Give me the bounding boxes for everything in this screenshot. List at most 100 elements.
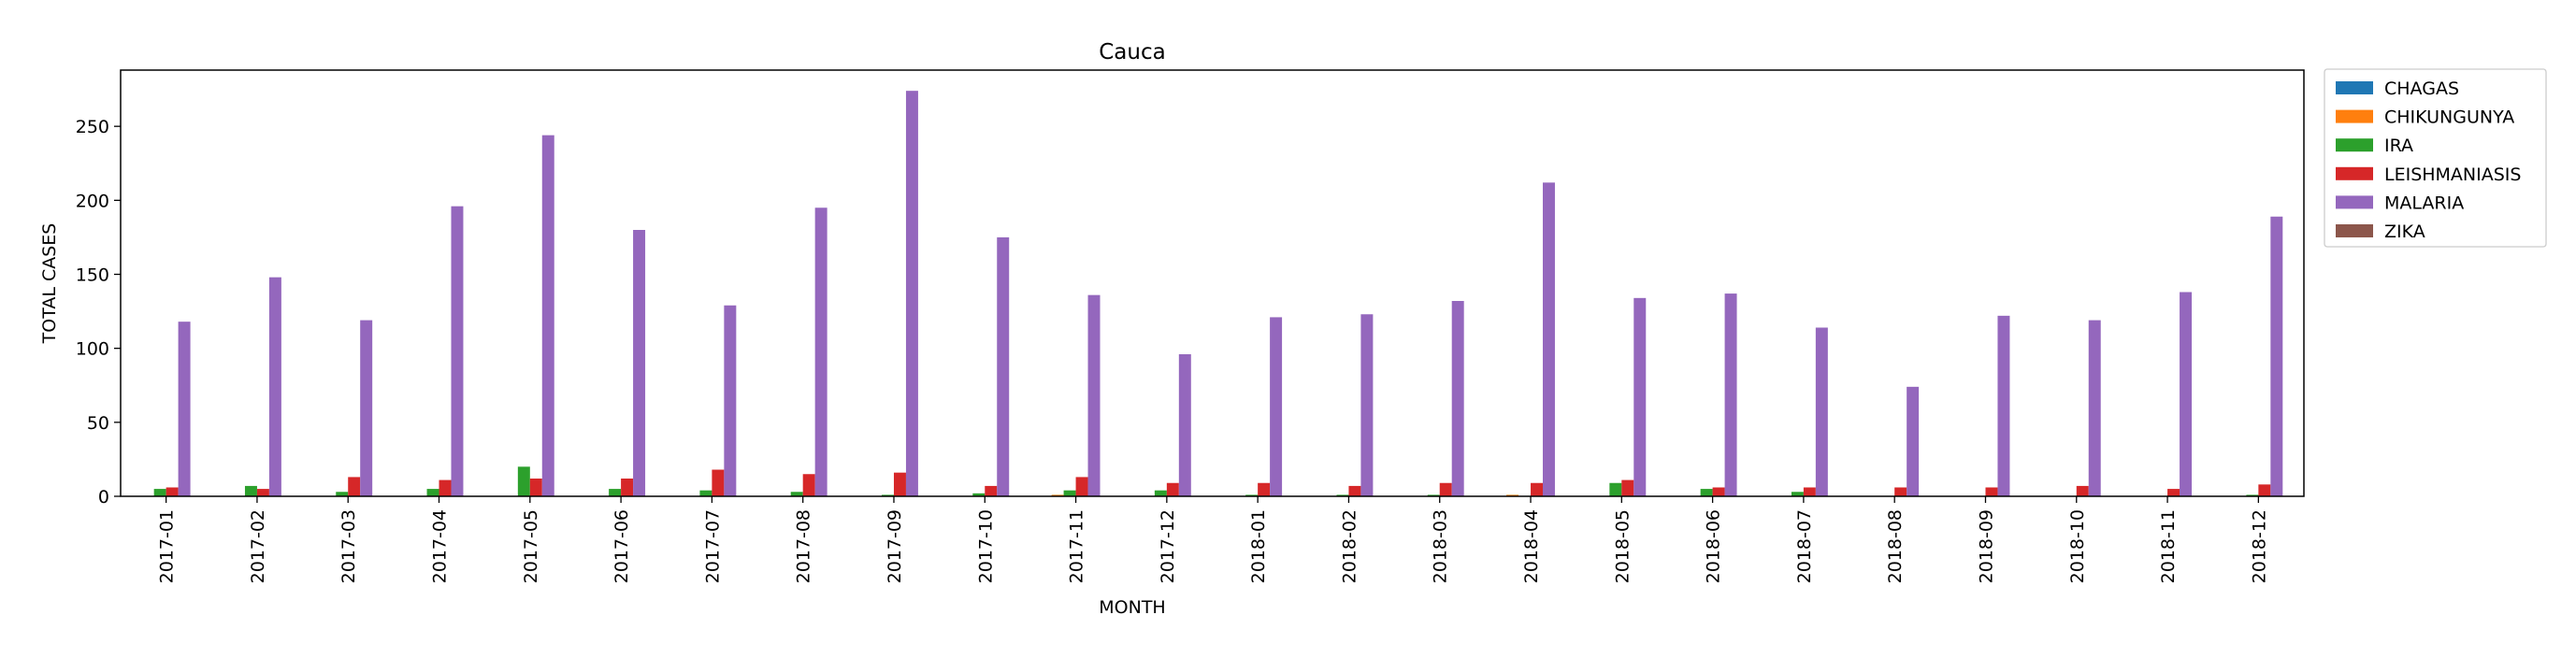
legend-swatch-ira [2336, 138, 2373, 152]
bar-malaria-2018-01 [1270, 317, 1283, 496]
x-axis: 2017-01 2017-02 2017-03 2017-04 2017-05 2017-… [157, 496, 2269, 583]
x-tick-label: 2017-05 [521, 509, 541, 583]
x-tick-label: 2018-03 [1431, 509, 1451, 583]
bar-malaria-2017-08 [814, 207, 827, 496]
bar-ira-2017-01 [153, 489, 166, 496]
x-tick-label: 2018-04 [1521, 509, 1542, 583]
x-tick-label: 2017-06 [612, 509, 632, 583]
bar-ira-2018-01 [1245, 494, 1259, 496]
bar-malaria-2017-09 [905, 91, 918, 497]
bar-leishmaniasis-2017-08 [802, 474, 815, 496]
bar-leishmaniasis-2018-06 [1712, 487, 1725, 496]
bar-chikungunya-2017-11 [1051, 494, 1064, 496]
bar-malaria-2017-01 [178, 322, 191, 496]
bar-ira-2018-05 [1609, 482, 1622, 496]
bar-chikungunya-2018-04 [1506, 494, 1519, 496]
x-tick-label: 2017-11 [1067, 509, 1087, 583]
legend: CHAGAS CHIKUNGUNYA IRA LEISHMANIASIS MALARIA… [2324, 68, 2547, 248]
bar-leishmaniasis-2017-04 [439, 479, 452, 496]
y-tick-label: 250 [76, 117, 109, 137]
x-tick-label: 2018-02 [1339, 509, 1360, 583]
plot-frame [120, 69, 2305, 497]
x-tick-label: 2018-06 [1704, 509, 1724, 583]
bar-malaria-2017-05 [541, 135, 554, 496]
bar-malaria-2018-12 [2270, 216, 2283, 496]
legend-swatch-chikungunya [2336, 109, 2373, 123]
legend-label-chikungunya: CHIKUNGUNYA [2384, 107, 2514, 128]
bar-leishmaniasis-2018-01 [1258, 482, 1271, 496]
bar-leishmaniasis-2018-04 [1531, 482, 1543, 496]
x-tick-label: 2017-08 [794, 509, 814, 583]
x-tick-label: 2018-08 [1885, 509, 1906, 583]
x-tick-label: 2017-07 [702, 509, 723, 583]
legend-frame [2324, 68, 2547, 248]
y-tick-label: 50 [87, 413, 109, 434]
bar-leishmaniasis-2017-03 [348, 477, 361, 496]
x-tick-label: 2017-10 [975, 509, 996, 583]
bar-ira-2018-12 [2246, 494, 2259, 496]
bar-leishmaniasis-2017-05 [529, 479, 542, 496]
bar-leishmaniasis-2017-12 [1166, 482, 1179, 496]
bar-ira-2017-11 [1063, 490, 1076, 496]
x-tick-label: 2017-12 [1158, 509, 1178, 583]
bar-leishmaniasis-2018-10 [2076, 485, 2089, 496]
chart-title: Cauca [1099, 40, 1165, 64]
bar-leishmaniasis-2018-02 [1348, 485, 1361, 496]
x-tick-label: 2017-02 [248, 509, 268, 583]
bar-leishmaniasis-2017-11 [1075, 477, 1088, 496]
bar-ira-2017-08 [790, 492, 803, 496]
y-tick-label: 200 [76, 191, 109, 211]
bar-leishmaniasis-2017-06 [621, 479, 634, 496]
bar-ira-2018-02 [1336, 494, 1349, 496]
y-tick-label: 100 [76, 339, 109, 360]
bar-ira-2018-06 [1700, 489, 1713, 496]
legend-swatch-malaria [2336, 195, 2373, 209]
x-axis-label: MONTH [1099, 597, 1165, 618]
y-tick-label: 150 [76, 265, 109, 286]
bar-ira-2018-03 [1427, 494, 1440, 496]
x-tick-label: 2017-04 [430, 509, 451, 583]
bar-malaria-2017-03 [360, 320, 373, 496]
bar-leishmaniasis-2017-09 [893, 472, 906, 496]
legend-swatch-chagas [2336, 81, 2373, 94]
bar-malaria-2018-09 [1997, 315, 2010, 496]
legend-swatch-zika [2336, 224, 2373, 237]
x-tick-label: 2018-09 [1976, 509, 1996, 583]
bar-malaria-2018-08 [1907, 386, 1920, 496]
bar-leishmaniasis-2018-07 [1803, 487, 1816, 496]
bar-ira-2017-05 [517, 466, 530, 496]
bar-malaria-2018-11 [2180, 292, 2193, 496]
bars [153, 91, 2283, 497]
bar-malaria-2017-12 [1178, 354, 1191, 496]
x-tick-label: 2018-10 [2067, 509, 2088, 583]
bar-ira-2017-06 [609, 489, 622, 496]
x-tick-label: 2017-03 [338, 509, 359, 583]
y-axis-label: TOTAL CASES [39, 223, 60, 345]
bar-malaria-2018-03 [1451, 301, 1464, 496]
bar-leishmaniasis-2017-10 [985, 485, 998, 496]
legend-label-chagas: CHAGAS [2384, 79, 2459, 99]
bar-malaria-2018-04 [1542, 182, 1555, 497]
legend-swatch-leishmaniasis [2336, 166, 2373, 180]
bar-malaria-2018-05 [1633, 297, 1647, 496]
bar-malaria-2017-10 [997, 236, 1010, 496]
bar-malaria-2018-06 [1724, 293, 1737, 496]
bar-malaria-2017-11 [1087, 294, 1101, 496]
bar-leishmaniasis-2017-07 [712, 469, 725, 496]
y-tick-label: 0 [98, 487, 109, 508]
bar-leishmaniasis-2018-05 [1621, 479, 1634, 496]
x-tick-label: 2018-11 [2158, 509, 2179, 583]
legend-label-ira: IRA [2384, 136, 2413, 156]
bar-malaria-2017-06 [633, 230, 646, 496]
bar-leishmaniasis-2018-11 [2167, 489, 2180, 496]
x-tick-label: 2017-09 [885, 509, 905, 583]
x-tick-label: 2018-07 [1794, 509, 1815, 583]
bar-ira-2017-09 [882, 494, 894, 496]
bar-ira-2017-04 [426, 489, 439, 496]
x-tick-label: 2018-05 [1612, 509, 1633, 583]
bar-leishmaniasis-2017-02 [256, 489, 269, 496]
x-tick-label: 2018-01 [1248, 509, 1269, 583]
legend-label-zika: ZIKA [2384, 222, 2425, 242]
bar-ira-2017-03 [336, 492, 349, 496]
